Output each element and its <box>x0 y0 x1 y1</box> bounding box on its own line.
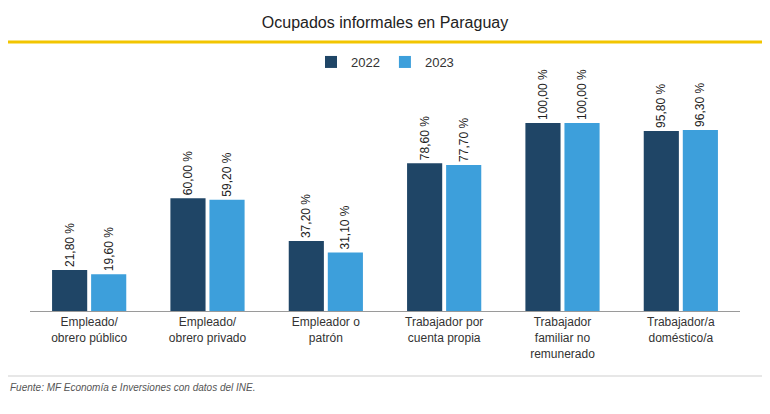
svg-text:2023: 2023 <box>425 55 454 70</box>
svg-text:19,60 %: 19,60 % <box>102 227 116 271</box>
svg-text:21,80 %: 21,80 % <box>63 223 77 267</box>
svg-text:Ocupados informales en Paragua: Ocupados informales en Paraguay <box>262 14 508 31</box>
svg-text:Trabajadorfamiliar noremunerad: Trabajadorfamiliar noremunerado <box>530 315 595 360</box>
svg-text:96,30 %: 96,30 % <box>693 83 707 127</box>
svg-text:60,00 %: 60,00 % <box>181 151 195 195</box>
svg-text:Empleador opatrón: Empleador opatrón <box>292 315 360 345</box>
svg-text:2022: 2022 <box>351 55 380 70</box>
svg-text:Empleado/obrero público: Empleado/obrero público <box>51 315 127 345</box>
svg-text:31,10 %: 31,10 % <box>338 205 352 249</box>
svg-text:77,70 %: 77,70 % <box>457 118 471 162</box>
svg-text:95,80 %: 95,80 % <box>654 84 668 128</box>
svg-text:37,20 %: 37,20 % <box>299 194 313 238</box>
svg-text:Trabajador porcuenta propia: Trabajador porcuenta propia <box>405 315 483 345</box>
svg-text:100,00 %: 100,00 % <box>575 69 589 120</box>
svg-text:59,20 %: 59,20 % <box>220 152 234 196</box>
svg-text:78,60 %: 78,60 % <box>418 116 432 160</box>
svg-text:Trabajador/adoméstico/a: Trabajador/adoméstico/a <box>647 315 715 345</box>
svg-text:Fuente: MF Economía e Inversio: Fuente: MF Economía e Inversiones con da… <box>10 382 256 393</box>
svg-text:Empleado/obrero privado: Empleado/obrero privado <box>169 315 247 345</box>
svg-text:100,00 %: 100,00 % <box>536 69 550 120</box>
